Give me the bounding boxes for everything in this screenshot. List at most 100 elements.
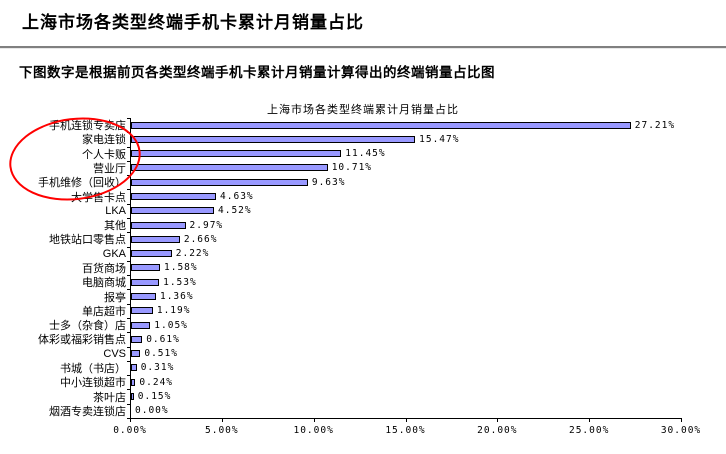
- value-axis-tick: [589, 419, 591, 422]
- value-label: 27.21%: [634, 119, 676, 131]
- chart-row: 单店超市 1.19%: [0, 304, 726, 318]
- chart-row: 营业厅 10.71%: [0, 161, 726, 175]
- chart-title: 上海市场各类型终端累计月销量占比: [267, 104, 459, 116]
- category-axis-tick: [127, 232, 130, 233]
- value-label: 1.53%: [163, 276, 197, 288]
- value-label: 0.31%: [140, 362, 175, 374]
- page-subtitle: 下图数字是根据前页各类型终端手机卡累计月销量计算得出的终端销量占比图: [19, 65, 495, 80]
- value-label: 0.15%: [137, 391, 172, 403]
- category-label: 烟酒专卖连锁店: [49, 405, 126, 418]
- bar: [131, 121, 631, 129]
- value-label: 10.71%: [331, 162, 373, 174]
- value-label: 1.36%: [159, 291, 194, 303]
- chart-row: 个人卡贩 11.45%: [0, 147, 726, 161]
- category-axis-tick: [127, 304, 130, 305]
- bar: [131, 378, 136, 386]
- value-label: 15.47%: [419, 133, 460, 145]
- category-label: 书城（书店）: [60, 362, 126, 375]
- page-title: 上海市场各类型终端手机卡累计月销量占比: [22, 13, 364, 32]
- value-label: 4.63%: [220, 191, 254, 203]
- chart-row: 大学售卡点 4.63%: [0, 189, 726, 204]
- category-axis-tick: [127, 418, 130, 419]
- chart-row: GKA 2.22%: [0, 247, 726, 261]
- bar: [131, 150, 342, 158]
- category-axis-tick: [127, 375, 130, 376]
- value-label: 0.51%: [144, 348, 178, 360]
- value-label: 2.22%: [175, 248, 210, 260]
- category-axis-tick: [127, 247, 130, 248]
- value-axis-tick: [313, 419, 315, 422]
- category-axis-tick: [127, 204, 130, 205]
- value-axis-tick-label: 15.00%: [385, 425, 426, 436]
- title-divider: [0, 46, 726, 49]
- category-label: GKA: [102, 247, 126, 260]
- chart-row: 地铁站口零售点 2.66%: [0, 232, 726, 247]
- bar: [131, 321, 151, 329]
- category-label: LKA: [105, 204, 126, 217]
- category-axis-tick: [127, 189, 130, 190]
- bar: [131, 278, 160, 286]
- category-label: 体彩或福彩销售点: [38, 334, 126, 347]
- chart-row: 手机连锁专卖店 27.21%: [0, 118, 726, 133]
- category-axis-tick: [127, 404, 130, 405]
- category-axis-tick: [127, 218, 130, 219]
- bar: [131, 235, 180, 243]
- category-label: 单店超市: [82, 305, 126, 318]
- value-label: 0.61%: [146, 333, 180, 345]
- chart-row: 手机维修（回收） 9.63%: [0, 175, 726, 190]
- value-axis-tick: [681, 419, 682, 422]
- value-label: 11.45%: [345, 148, 386, 160]
- chart-row: 士多（杂食）店 1.05%: [0, 318, 726, 333]
- bar: [131, 250, 172, 258]
- chart-row: 烟酒专卖连锁店 0.00%: [0, 404, 726, 418]
- category-label: 手机连锁专卖店: [49, 120, 126, 133]
- bar: [131, 264, 161, 272]
- category-axis-tick: [127, 275, 130, 276]
- chart-row: 书城（书店） 0.31%: [0, 361, 726, 375]
- category-axis-tick: [127, 289, 130, 290]
- value-axis-tick-label: 5.00%: [205, 425, 239, 436]
- value-label: 1.58%: [164, 262, 198, 274]
- chart-row: 茶叶店 0.15%: [0, 389, 726, 404]
- bar: [131, 307, 153, 315]
- category-axis-tick: [127, 389, 130, 390]
- category-axis-tick: [127, 318, 130, 319]
- bar: [131, 221, 186, 229]
- category-label: 营业厅: [93, 162, 126, 175]
- category-label: 大学售卡点: [71, 191, 126, 204]
- chart-row: LKA 4.52%: [0, 204, 726, 218]
- category-label: 其他: [104, 220, 126, 233]
- chart-row: 体彩或福彩销售点 0.61%: [0, 332, 726, 347]
- value-axis-line: [130, 418, 682, 419]
- category-label: 手机维修（回收）: [38, 177, 126, 190]
- category-label: 地铁站口零售点: [49, 234, 126, 247]
- bar: [131, 135, 416, 143]
- category-label: 茶叶店: [93, 391, 126, 404]
- category-label: 报亭: [104, 291, 126, 304]
- value-axis-tick-label: 30.00%: [660, 425, 702, 436]
- bar: [131, 164, 328, 172]
- value-axis-tick-label: 25.00%: [568, 425, 610, 436]
- chart-row: 电脑商城 1.53%: [0, 275, 726, 290]
- category-axis-tick: [127, 347, 130, 348]
- value-axis-tick: [497, 419, 499, 422]
- bar: [131, 393, 134, 401]
- bar: [131, 193, 217, 201]
- category-label: 中小连锁超市: [60, 377, 126, 390]
- value-label: 0.24%: [139, 376, 174, 388]
- category-axis-tick: [127, 118, 130, 119]
- category-axis-tick: [127, 332, 130, 333]
- bar: [131, 178, 308, 186]
- category-axis-tick: [127, 147, 130, 148]
- category-axis-tick: [127, 161, 130, 162]
- chart-row: 家电连锁 15.47%: [0, 132, 726, 147]
- value-label: 2.97%: [189, 219, 224, 231]
- category-label: 士多（杂食）店: [49, 320, 126, 333]
- value-axis-tick-label: 0.00%: [113, 425, 147, 436]
- value-axis-tick-label: 20.00%: [477, 425, 518, 436]
- value-axis-tick: [405, 419, 407, 422]
- category-label: 电脑商城: [82, 277, 126, 290]
- category-label: 个人卡贩: [82, 148, 126, 161]
- bar-chart: 手机连锁专卖店 27.21% 家电连锁 15.47% 个人卡贩 11.45% 营业厅 10.7…: [0, 118, 726, 454]
- chart-row: 其他 2.97%: [0, 218, 726, 233]
